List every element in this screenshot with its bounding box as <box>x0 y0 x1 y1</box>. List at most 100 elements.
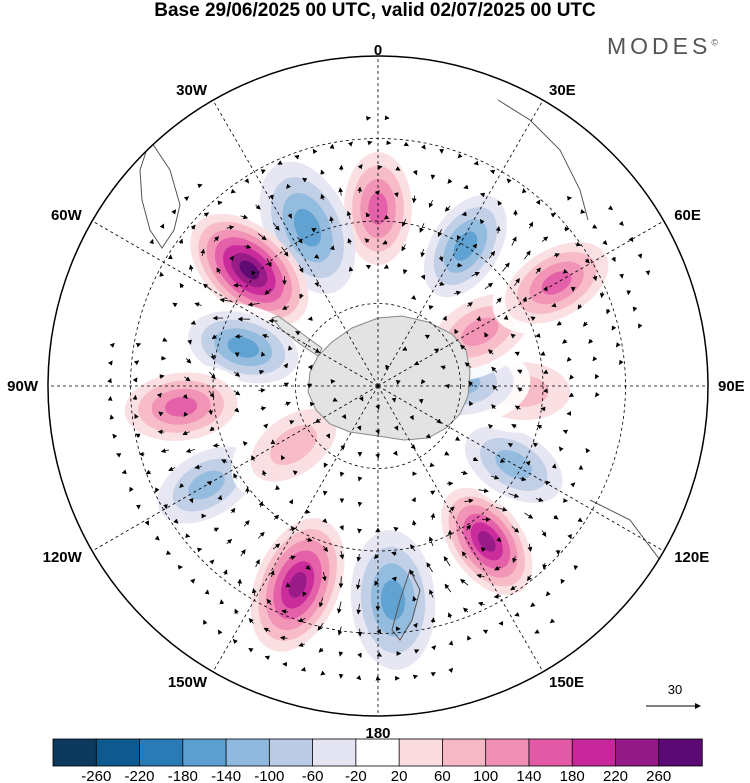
wind-vector <box>258 387 266 393</box>
anomaly-contour <box>293 208 322 247</box>
wind-vector <box>492 384 498 391</box>
wind-vector <box>428 199 434 208</box>
wind-vector <box>534 629 540 634</box>
wind-vector <box>269 569 275 578</box>
wind-vector <box>401 244 406 252</box>
wind-vector <box>367 140 373 146</box>
colorbar-label: -20 <box>345 768 367 783</box>
wind-vector <box>410 544 416 552</box>
wind-vector <box>275 484 280 491</box>
colorbar-swatch <box>182 738 227 767</box>
colorbar-swatch <box>355 738 400 767</box>
wind-vector <box>391 576 397 582</box>
wind-vector <box>129 486 134 493</box>
wind-vector <box>159 374 165 379</box>
wind-vector <box>299 293 304 300</box>
wind-vector <box>263 627 271 633</box>
wind-vector <box>499 458 506 463</box>
wind-vector <box>560 578 566 585</box>
wind-vector <box>638 323 643 329</box>
wind-vector <box>512 555 517 564</box>
wind-vector <box>317 622 324 631</box>
wind-vector <box>284 401 291 407</box>
wind-vector <box>524 250 531 260</box>
wind-vector <box>298 264 304 273</box>
wind-vector <box>149 238 154 245</box>
wind-vector <box>424 334 430 340</box>
wind-vector <box>497 200 503 206</box>
wind-vector <box>438 255 444 262</box>
wind-vector <box>338 576 344 589</box>
meridian-label: 150E <box>549 674 584 691</box>
colorbar-swatch <box>225 738 271 767</box>
wind-vector <box>464 362 472 368</box>
anomaly-contour <box>288 572 307 598</box>
wind-vector <box>420 248 426 258</box>
meridian-line <box>377 100 544 387</box>
wind-vector <box>461 551 468 559</box>
wind-vector <box>356 675 362 681</box>
wind-vector <box>562 268 569 274</box>
wind-vector <box>568 392 575 398</box>
wind-vector <box>467 635 472 641</box>
wind-vector <box>545 480 551 486</box>
wind-vector <box>160 448 170 454</box>
colorbar-swatch <box>312 738 357 767</box>
wind-vector <box>430 672 436 677</box>
wind-vector <box>403 141 409 147</box>
colorbar-swatch <box>398 738 444 767</box>
wind-vector <box>257 531 265 539</box>
wind-vector <box>402 219 407 227</box>
wind-vector <box>448 640 454 646</box>
wind-vector <box>209 371 216 380</box>
wind-vector <box>200 248 206 257</box>
wind-vector <box>507 442 514 448</box>
wind-vector <box>208 409 214 416</box>
wind-vector <box>618 220 624 226</box>
wind-vector <box>448 667 454 673</box>
wind-vector <box>337 601 342 614</box>
wind-vector <box>484 332 489 338</box>
wind-vector <box>391 397 397 403</box>
wind-vector <box>569 374 575 380</box>
wind-vector <box>157 429 165 435</box>
wind-vector <box>412 169 418 176</box>
wind-vector <box>472 456 479 462</box>
wind-vector <box>551 302 557 308</box>
wind-vector <box>532 442 539 448</box>
wind-vector <box>440 365 446 370</box>
meridian-label: 30E <box>549 82 576 99</box>
colorbar-label: 140 <box>516 768 541 783</box>
wind-vector <box>281 454 286 461</box>
wind-vector <box>444 383 450 389</box>
wind-vector <box>341 413 347 420</box>
wind-vector <box>159 223 165 229</box>
wind-vector <box>436 418 442 424</box>
wind-vector <box>513 278 520 287</box>
wind-vector <box>457 153 463 159</box>
wind-vector <box>338 651 344 657</box>
wind-vector <box>288 499 294 505</box>
brand-text: MODES <box>607 33 712 59</box>
wind-vector <box>257 233 267 241</box>
wind-vector <box>375 429 380 435</box>
wind-vector <box>283 363 289 369</box>
wind-vector <box>234 333 243 339</box>
wind-vector <box>460 470 468 476</box>
wind-vector <box>562 429 569 435</box>
wind-vector <box>255 204 261 210</box>
colorbar-swatch <box>52 738 97 767</box>
wind-vector <box>419 223 425 233</box>
wind-vector <box>209 559 215 565</box>
wind-vector <box>530 602 536 607</box>
wind-vector <box>542 369 549 374</box>
vector-reference-value: 30 <box>668 682 682 697</box>
wind-vector <box>395 166 401 171</box>
wind-vector <box>511 424 517 429</box>
wind-vector <box>188 264 194 272</box>
wind-vector <box>489 169 496 175</box>
wind-vector <box>298 642 306 647</box>
colorbar-swatch <box>95 738 141 767</box>
wind-vector <box>615 342 621 348</box>
wind-vectors <box>107 115 651 681</box>
